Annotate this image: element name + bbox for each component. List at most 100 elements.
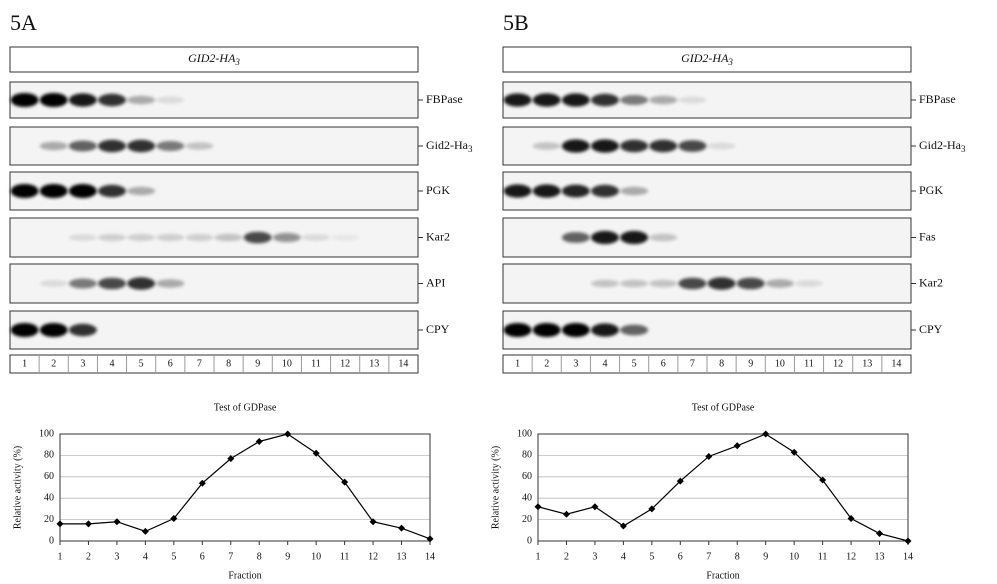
header-text: GID2-HA3 bbox=[681, 51, 733, 67]
row-label-main: CPY bbox=[426, 322, 450, 336]
data-point bbox=[255, 437, 263, 445]
data-point bbox=[676, 477, 684, 485]
band bbox=[214, 233, 243, 242]
band bbox=[591, 93, 619, 107]
lane-number: 12 bbox=[340, 358, 350, 369]
x-tick-label: 10 bbox=[311, 551, 321, 562]
x-tick-label: 11 bbox=[340, 551, 350, 562]
band bbox=[127, 95, 156, 105]
plot-frame bbox=[59, 433, 431, 542]
lane-number: 10 bbox=[282, 358, 292, 369]
data-point bbox=[847, 515, 855, 523]
data-point bbox=[705, 452, 713, 460]
data-point bbox=[562, 510, 570, 518]
row-label: Fas bbox=[919, 229, 936, 243]
band bbox=[10, 323, 39, 337]
band bbox=[39, 93, 68, 107]
band bbox=[707, 142, 736, 150]
band bbox=[156, 141, 185, 151]
y-tick-label: 40 bbox=[44, 492, 54, 503]
row-label-main: API bbox=[426, 275, 445, 289]
lane-number: 5 bbox=[632, 358, 637, 369]
band bbox=[620, 230, 649, 245]
x-tick-label: 4 bbox=[621, 551, 626, 562]
data-point bbox=[84, 520, 92, 528]
y-tick-label: 80 bbox=[522, 450, 532, 461]
lane-number: 11 bbox=[311, 358, 321, 369]
y-tick-label: 40 bbox=[522, 492, 532, 503]
blot-box bbox=[502, 263, 912, 304]
data-point bbox=[141, 527, 149, 535]
y-tick-label: 100 bbox=[517, 428, 532, 439]
y-tick-label: 0 bbox=[49, 535, 54, 546]
band bbox=[127, 139, 156, 153]
band bbox=[503, 323, 532, 337]
band bbox=[620, 324, 649, 336]
row-label-main: CPY bbox=[919, 322, 943, 336]
data-point bbox=[170, 515, 178, 523]
x-tick-label: 3 bbox=[114, 551, 119, 562]
band bbox=[649, 95, 678, 105]
lane-number: 14 bbox=[891, 358, 901, 369]
lane-number: 13 bbox=[369, 358, 379, 369]
series-line bbox=[60, 433, 431, 540]
band bbox=[649, 139, 678, 153]
x-tick-label: 12 bbox=[846, 551, 856, 562]
x-tick-label: 5 bbox=[171, 551, 176, 562]
band bbox=[39, 323, 68, 337]
data-point bbox=[56, 520, 64, 528]
y-tick-label: 60 bbox=[522, 471, 532, 482]
x-tick-label: 13 bbox=[875, 551, 885, 562]
lane-number: 3 bbox=[573, 358, 578, 369]
row-label-main: PGK bbox=[426, 183, 450, 197]
lane-number: 14 bbox=[398, 358, 408, 369]
row-label-main: Kar2 bbox=[426, 229, 450, 243]
band bbox=[185, 233, 214, 242]
lane-number: 1 bbox=[515, 358, 520, 369]
x-axis-label: Fraction bbox=[706, 570, 739, 581]
band bbox=[302, 234, 330, 241]
header-text-sub: 3 bbox=[234, 57, 240, 67]
band bbox=[503, 93, 532, 107]
band bbox=[591, 279, 619, 288]
row-label: CPY bbox=[919, 322, 943, 336]
band bbox=[243, 231, 272, 244]
x-tick-label: 14 bbox=[903, 551, 913, 562]
x-tick-label: 14 bbox=[425, 551, 435, 562]
band bbox=[678, 140, 707, 152]
lane-number: 9 bbox=[748, 358, 753, 369]
lane-number: 10 bbox=[775, 358, 785, 369]
band bbox=[678, 96, 707, 104]
band bbox=[561, 93, 590, 107]
band bbox=[620, 139, 649, 153]
band bbox=[620, 186, 649, 196]
band bbox=[98, 277, 126, 290]
lane-number: 13 bbox=[862, 358, 872, 369]
band bbox=[331, 234, 360, 241]
lane-number: 3 bbox=[80, 358, 85, 369]
band bbox=[98, 184, 126, 198]
band bbox=[620, 279, 649, 288]
band bbox=[68, 140, 97, 152]
header-text: GID2-HA3 bbox=[188, 51, 240, 67]
data-point bbox=[733, 442, 741, 450]
lane-number: 6 bbox=[661, 358, 666, 369]
band bbox=[561, 323, 590, 337]
x-tick-label: 11 bbox=[818, 551, 828, 562]
data-point bbox=[398, 524, 406, 532]
lane-number: 12 bbox=[833, 358, 843, 369]
x-tick-label: 6 bbox=[200, 551, 205, 562]
x-axis-label: Fraction bbox=[228, 570, 261, 581]
x-tick-label: 13 bbox=[397, 551, 407, 562]
lane-number: 7 bbox=[690, 358, 695, 369]
row-label: CPY bbox=[426, 322, 450, 336]
band bbox=[39, 141, 68, 151]
band bbox=[39, 280, 68, 287]
data-point bbox=[113, 518, 121, 526]
y-tick-label: 20 bbox=[522, 514, 532, 525]
band bbox=[532, 142, 561, 150]
x-tick-label: 9 bbox=[763, 551, 768, 562]
band bbox=[532, 184, 561, 198]
row-label-sub: 3 bbox=[468, 144, 473, 154]
